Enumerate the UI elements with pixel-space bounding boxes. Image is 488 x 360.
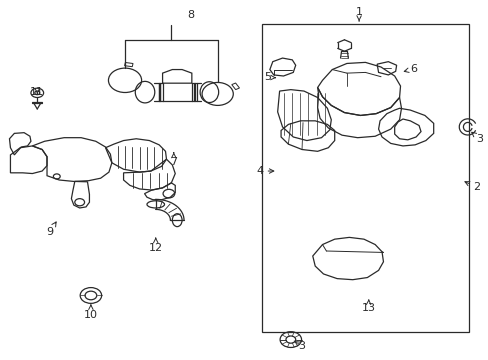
- Text: 10: 10: [84, 305, 98, 320]
- Text: 8: 8: [187, 10, 194, 21]
- Text: 9: 9: [46, 222, 56, 237]
- Text: 4: 4: [256, 166, 273, 176]
- Text: 1: 1: [355, 7, 362, 21]
- Text: 12: 12: [148, 238, 163, 253]
- Text: 7: 7: [170, 153, 177, 167]
- Bar: [261, 24, 468, 332]
- Text: 11: 11: [30, 87, 44, 98]
- Text: 3: 3: [471, 132, 482, 144]
- Text: 13: 13: [361, 300, 375, 313]
- Text: 2: 2: [464, 182, 479, 192]
- Text: 6: 6: [404, 64, 416, 74]
- Text: 5: 5: [264, 72, 275, 82]
- Text: 3: 3: [294, 341, 305, 351]
